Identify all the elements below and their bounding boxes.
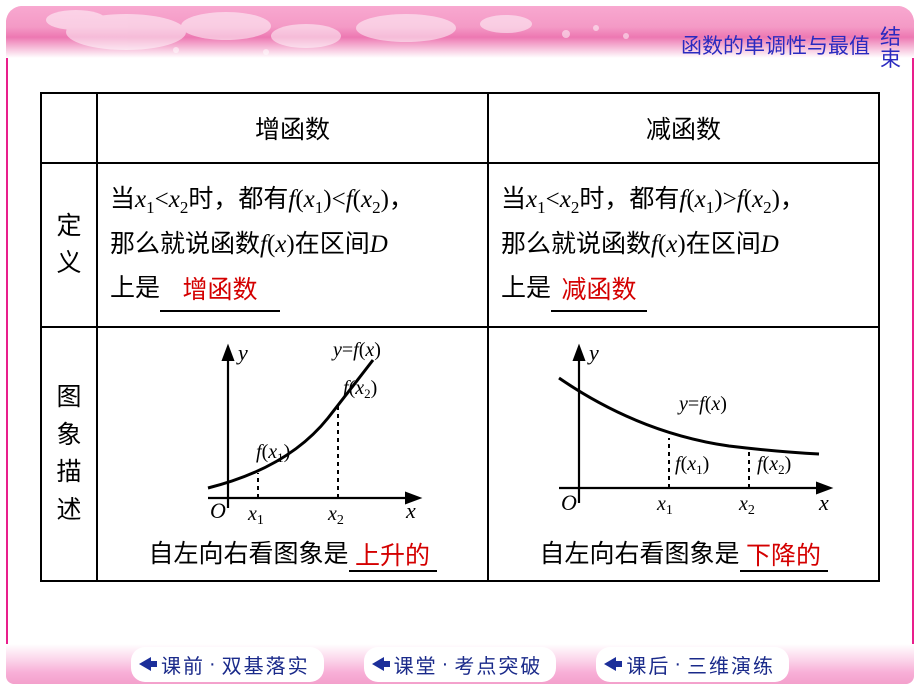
svg-text:y: y: [236, 340, 248, 365]
svg-text:f(x2): f(x2): [757, 453, 791, 477]
svg-text:x: x: [818, 490, 829, 515]
page-topic: 函数的单调性与最值: [681, 30, 870, 60]
row-header-definition: 定义: [41, 163, 97, 327]
increasing-graph: y x O x1 x2 y=f(x) f(x1) f(x2): [148, 338, 438, 528]
svg-text:f(x1): f(x1): [256, 441, 290, 465]
def-increasing-cell: 当x1<x2时，都有f(x1)<f(x2)， 那么就说函数f(x)在区间D 上是…: [97, 163, 488, 327]
svg-text:y=f(x): y=f(x): [331, 339, 381, 361]
svg-text:x2: x2: [327, 503, 344, 528]
svg-text:O: O: [210, 498, 226, 523]
decreasing-graph: y x O x1 x2 y=f(x) f(x1) f(x2): [529, 338, 839, 528]
caption-inc-pre: 自左向右看图象是: [148, 541, 348, 568]
col-header-increasing: 增函数: [97, 93, 488, 163]
svg-text:x: x: [405, 498, 416, 523]
row-header-graph: 图象描述: [41, 327, 97, 581]
main-table-area: 增函数 减函数 定义 当x1<x2时，都有f(x1)<f(x2)， 那么就说函数…: [40, 92, 880, 630]
svg-text:y: y: [587, 340, 599, 365]
caption-dec-pre: 自左向右看图象是: [539, 541, 739, 568]
answer-inc-graph: 上升的: [355, 543, 430, 570]
svg-text:O: O: [561, 490, 577, 515]
arrow-icon: [370, 655, 390, 673]
definition-table: 增函数 减函数 定义 当x1<x2时，都有f(x1)<f(x2)， 那么就说函数…: [40, 92, 880, 582]
end-link[interactable]: 结束: [880, 26, 902, 70]
graph-decreasing-cell: y x O x1 x2 y=f(x) f(x1) f(x2) 自左向右看图象是下…: [488, 327, 879, 581]
arrow-icon: [137, 655, 157, 673]
arrow-icon: [602, 655, 622, 673]
svg-text:y=f(x): y=f(x): [677, 393, 727, 415]
svg-text:x1: x1: [247, 503, 264, 528]
graph-increasing-cell: y x O x1 x2 y=f(x) f(x1) f(x2) 自左向右看图象是上…: [97, 327, 488, 581]
nav-in-class[interactable]: 课堂·考点突破: [364, 647, 557, 682]
corner-cell: [41, 93, 97, 163]
answer-increasing: 增函数: [183, 277, 258, 304]
svg-text:x2: x2: [738, 493, 755, 518]
svg-text:f(x1): f(x1): [675, 453, 709, 477]
col-header-decreasing: 减函数: [488, 93, 879, 163]
nav-pre-class[interactable]: 课前·双基落实: [131, 647, 324, 682]
svg-text:x1: x1: [656, 493, 673, 518]
svg-text:f(x2): f(x2): [343, 377, 377, 401]
answer-dec-graph: 下降的: [746, 543, 821, 570]
bottom-nav-bar: 课前·双基落实 课堂·考点突破 课后·三维演练: [6, 644, 914, 684]
nav-post-class[interactable]: 课后·三维演练: [596, 647, 789, 682]
answer-decreasing: 减函数: [562, 277, 637, 304]
def-decreasing-cell: 当x1<x2时，都有f(x1)>f(x2)， 那么就说函数f(x)在区间D 上是…: [488, 163, 879, 327]
